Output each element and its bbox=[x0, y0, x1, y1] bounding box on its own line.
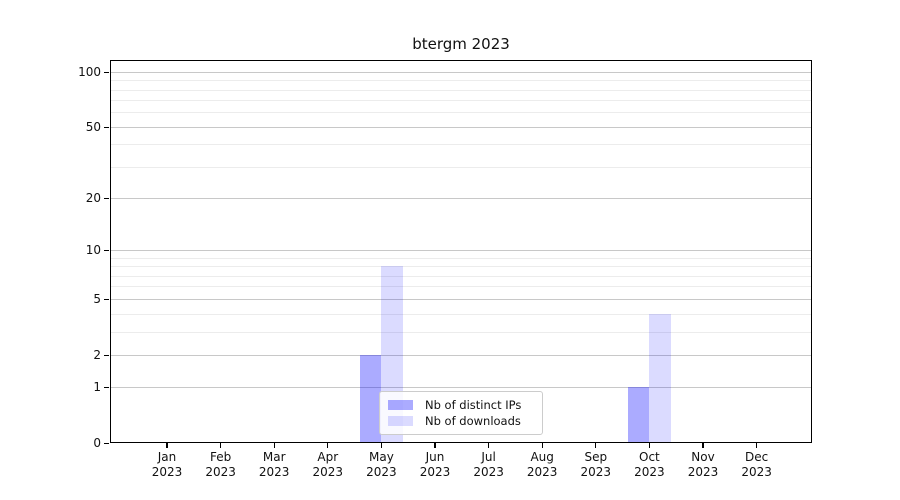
y-tick-label: 50 bbox=[85, 119, 101, 134]
x-tick-mark bbox=[756, 443, 758, 448]
gridline-minor bbox=[110, 257, 812, 259]
gridline-minor bbox=[110, 112, 812, 114]
y-tick-mark bbox=[104, 387, 109, 389]
x-tick-label: Apr 2023 bbox=[312, 450, 344, 479]
bar-distinct-ips bbox=[359, 354, 382, 443]
plot-frame bbox=[110, 60, 812, 443]
y-tick-label: 2 bbox=[93, 347, 101, 362]
plot-area bbox=[110, 60, 812, 443]
gridline-minor bbox=[110, 266, 812, 268]
x-tick-label: Nov 2023 bbox=[687, 450, 719, 479]
x-tick-label: Sep 2023 bbox=[580, 450, 612, 479]
x-tick-mark bbox=[327, 443, 329, 448]
y-tick-mark bbox=[104, 443, 109, 445]
y-tick-label: 1 bbox=[93, 380, 101, 395]
gridline-major bbox=[110, 71, 812, 73]
gridline-major bbox=[110, 298, 812, 300]
x-tick-label: Jun 2023 bbox=[419, 450, 451, 479]
gridline-major bbox=[110, 354, 812, 356]
x-tick-mark bbox=[166, 443, 168, 448]
y-tick-label: 0 bbox=[93, 436, 101, 450]
x-tick-label: Jan 2023 bbox=[151, 450, 183, 479]
x-tick-label: Feb 2023 bbox=[205, 450, 236, 479]
bar-downloads bbox=[649, 313, 671, 443]
y-tick-label: 5 bbox=[93, 291, 101, 306]
y-tick-mark bbox=[104, 354, 109, 356]
gridline-minor bbox=[110, 144, 812, 146]
x-tick-mark bbox=[380, 443, 382, 448]
y-tick-mark bbox=[104, 198, 109, 200]
x-tick-label: Aug 2023 bbox=[526, 450, 558, 479]
gridline-minor bbox=[110, 100, 812, 102]
x-tick-mark bbox=[595, 443, 597, 448]
x-tick-mark bbox=[220, 443, 222, 448]
legend-item-downloads: Nb of downloads bbox=[388, 414, 534, 428]
gridline-minor bbox=[110, 331, 812, 333]
legend: Nb of distinct IPs Nb of downloads bbox=[379, 391, 543, 435]
legend-swatch-distinct-ips bbox=[388, 400, 413, 410]
y-tick-mark bbox=[104, 126, 109, 128]
y-tick-label: 100 bbox=[78, 64, 101, 79]
bar-distinct-ips bbox=[627, 387, 650, 443]
gridline-major bbox=[110, 198, 812, 200]
x-tick-label: May 2023 bbox=[366, 450, 397, 479]
legend-swatch-downloads bbox=[388, 416, 413, 426]
gridline-minor bbox=[110, 166, 812, 168]
x-tick-mark bbox=[434, 443, 436, 448]
x-tick-mark bbox=[541, 443, 543, 448]
gridline-major bbox=[110, 387, 812, 389]
x-tick-label: Jul 2023 bbox=[473, 450, 504, 479]
x-tick-mark bbox=[702, 443, 704, 448]
gridline-minor bbox=[110, 80, 812, 82]
y-tick-mark bbox=[104, 298, 109, 301]
chart-title: btergm 2023 bbox=[412, 35, 510, 53]
x-tick-label: Mar 2023 bbox=[258, 450, 290, 479]
legend-label-downloads: Nb of downloads bbox=[425, 414, 521, 428]
y-tick-mark bbox=[104, 250, 109, 252]
x-tick-mark bbox=[488, 443, 490, 448]
y-tick-label: 20 bbox=[85, 191, 101, 206]
legend-label-distinct-ips: Nb of distinct IPs bbox=[425, 398, 522, 412]
gridline-minor bbox=[110, 286, 812, 288]
gridline-minor bbox=[110, 275, 812, 277]
y-tick-label: 10 bbox=[85, 243, 101, 258]
legend-item-distinct-ips: Nb of distinct IPs bbox=[388, 398, 534, 412]
x-tick-label: Oct 2023 bbox=[634, 450, 665, 479]
y-tick-mark bbox=[104, 71, 109, 73]
gridline-major bbox=[110, 126, 812, 128]
gridline-major bbox=[110, 250, 812, 252]
gridline-minor bbox=[110, 313, 812, 315]
gridline-minor bbox=[110, 89, 812, 91]
x-tick-mark bbox=[648, 443, 650, 448]
x-tick-label: Dec 2023 bbox=[741, 450, 772, 479]
x-tick-mark bbox=[273, 443, 275, 448]
